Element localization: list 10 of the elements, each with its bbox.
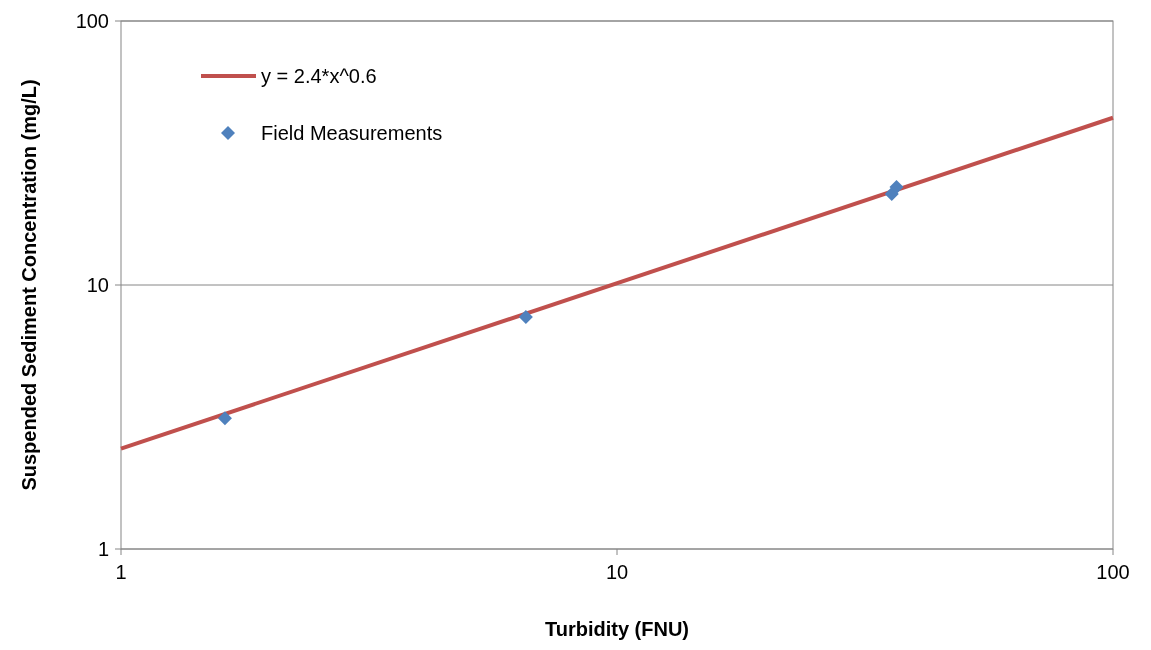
legend-label: Field Measurements <box>261 122 443 144</box>
y-tick-label: 100 <box>75 10 109 32</box>
y-tick-label: 1 <box>97 538 109 560</box>
y-tick-label: 10 <box>86 274 109 296</box>
legend-label: y = 2.4*x^0.6 <box>261 65 377 87</box>
x-tick-label: 10 <box>605 561 629 583</box>
y-axis-title: Suspended Sediment Concentration (mg/L) <box>18 79 40 491</box>
x-tick-label: 100 <box>1096 561 1130 583</box>
x-tick-label: 1 <box>115 561 127 583</box>
x-axis-title: Turbidity (FNU) <box>544 618 690 640</box>
